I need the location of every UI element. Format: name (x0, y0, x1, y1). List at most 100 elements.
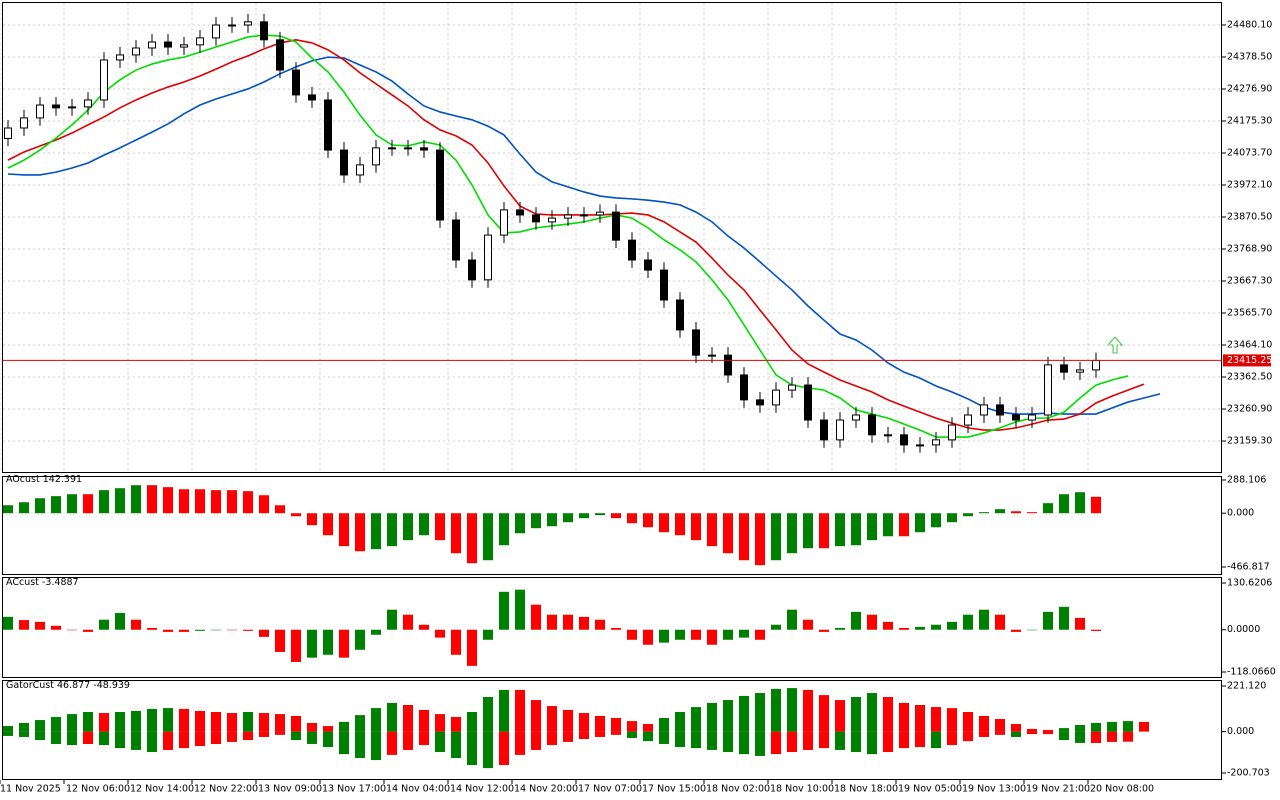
gator-bar (163, 731, 173, 750)
gator-bar (755, 693, 765, 732)
histogram-bar (339, 513, 349, 547)
candle-body (868, 414, 876, 436)
gator-bar (835, 731, 845, 750)
candle-body (1060, 364, 1068, 373)
histogram-bar (227, 629, 237, 631)
histogram-bar (1075, 492, 1085, 514)
histogram-bar (419, 513, 429, 536)
gator-bar (883, 696, 893, 732)
histogram-bar (739, 629, 749, 638)
histogram-bar (707, 629, 717, 645)
gator-bar (483, 731, 493, 769)
gator-bar (19, 722, 29, 732)
candle-body (820, 419, 828, 441)
histogram-bar (819, 629, 829, 632)
gator-bar (387, 702, 397, 732)
gator-bar (195, 731, 205, 747)
candle-body (900, 434, 908, 446)
x-tick-label: 18 Nov 10:00 (770, 784, 834, 795)
gator-bar (563, 731, 573, 742)
candle-body (612, 211, 620, 241)
gator-bar (371, 731, 381, 761)
histogram-bar (755, 629, 765, 640)
gator-bar (995, 719, 1005, 732)
y-tick-label: 23362.50 (1227, 372, 1272, 383)
candle-body (772, 389, 780, 406)
histogram-bar (147, 485, 157, 514)
x-tick-label: 17 Nov 07:00 (578, 784, 642, 795)
histogram-bar (115, 488, 125, 514)
gator-bar (515, 689, 525, 732)
histogram-bar (403, 614, 413, 630)
gator-bar (371, 708, 381, 732)
histogram-bar (323, 513, 333, 536)
gator-bar (515, 731, 525, 755)
gator-bar (1075, 731, 1085, 743)
gator-bar (163, 708, 173, 732)
candle-body (68, 106, 76, 109)
gator-bar (1059, 731, 1069, 741)
gator-bar (723, 731, 733, 753)
y-tick-label: 221.120 (1227, 681, 1266, 692)
gator-bar (483, 696, 493, 732)
candle-body (996, 404, 1004, 416)
gator-bar (835, 700, 845, 732)
candle-body (84, 99, 92, 108)
y-tick-label: 288.106 (1227, 475, 1266, 486)
histogram-bar (307, 513, 317, 526)
candle-body (260, 21, 268, 41)
candle-body (420, 147, 428, 151)
candle-body (596, 211, 604, 216)
histogram-bar (883, 621, 893, 630)
gator-bar (963, 731, 973, 742)
histogram-bar (1027, 629, 1037, 631)
gator-bar (675, 731, 685, 748)
candle-body (52, 104, 60, 109)
gator-bar (547, 731, 557, 746)
histogram-bar (163, 487, 173, 514)
x-tick-label: 20 Nov 08:00 (1090, 784, 1154, 795)
x-tick-label: 12 Nov 22:00 (194, 784, 258, 795)
histogram-bar (835, 513, 845, 547)
candle-body (932, 439, 940, 446)
candle-body (708, 354, 716, 357)
histogram-bar (131, 485, 141, 514)
candle-body (724, 354, 732, 376)
histogram-bar (931, 624, 941, 630)
gator-bar (147, 708, 157, 732)
gator-bar (435, 731, 445, 753)
gator-bar (99, 713, 109, 732)
gator-bar (883, 731, 893, 753)
histogram-bar (467, 629, 477, 666)
candle-body (964, 414, 972, 426)
gator-bar (531, 731, 541, 750)
histogram-bar (1027, 512, 1037, 514)
histogram-bar (19, 620, 29, 630)
gator-bar (419, 731, 429, 746)
x-tick-label: 12 Nov 06:00 (66, 784, 130, 795)
gator-bar (867, 693, 877, 732)
gator-bar (851, 731, 861, 753)
gator-bar (755, 731, 765, 756)
indicator-title: AOcust 142.391 (6, 474, 82, 485)
x-tick-label: 13 Nov 17:00 (322, 784, 386, 795)
histogram-bar (867, 513, 877, 541)
gator-bar (851, 696, 861, 732)
gator-bar (275, 731, 285, 735)
gator-bar (819, 731, 829, 749)
y-tick-label: 24073.70 (1227, 147, 1272, 158)
gator-bar (323, 726, 333, 732)
gator-bar (787, 731, 797, 753)
histogram-bar (979, 609, 989, 630)
y-tick-label: 24480.10 (1227, 19, 1272, 30)
candle-body (116, 54, 124, 61)
histogram-bar (771, 624, 781, 630)
x-tick-label: 19 Nov 21:00 (1026, 784, 1090, 795)
gator-bar (691, 707, 701, 732)
y-tick-label: 23667.30 (1227, 276, 1272, 287)
gator-bar (3, 726, 13, 732)
candle-body (756, 399, 764, 406)
candle-body (164, 41, 172, 48)
gator-bar (1011, 731, 1021, 737)
histogram-bar (979, 512, 989, 514)
